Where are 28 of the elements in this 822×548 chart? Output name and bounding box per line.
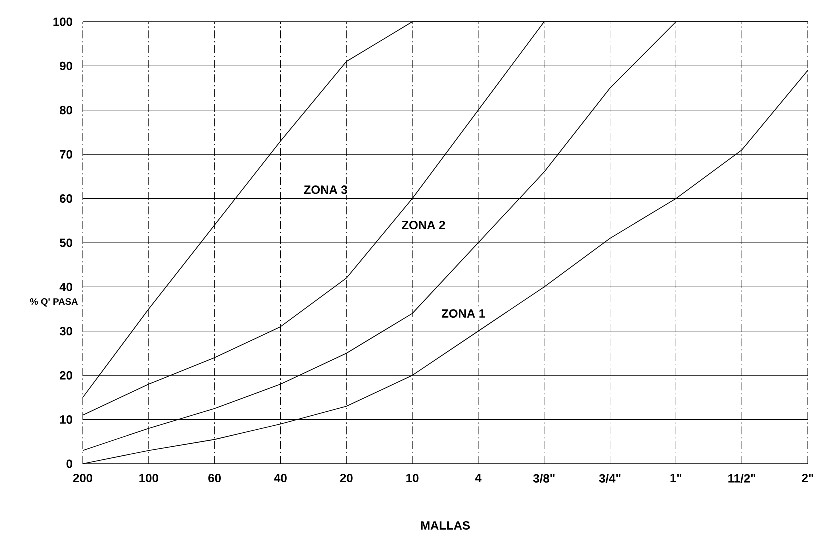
y-tick-label: 50 — [60, 238, 72, 248]
x-tick-label: 10 — [406, 474, 419, 483]
annotation: ZONA 1 — [442, 309, 486, 318]
y-tick-label: 40 — [60, 282, 72, 292]
x-axis-title: MALLAS — [421, 521, 470, 530]
annotation: ZONA 2 — [402, 221, 446, 230]
annotation: ZONA 3 — [304, 186, 348, 194]
x-tick-label: 1" — [670, 474, 682, 482]
x-tick-label: 4 — [475, 474, 482, 482]
y-tick-label: 30 — [60, 327, 72, 336]
y-axis-title: % Q' PASA — [30, 298, 78, 307]
x-tick-label: 3/8" — [533, 474, 555, 483]
x-tick-label: 100 — [140, 474, 158, 483]
y-tick-label: 10 — [60, 416, 72, 424]
x-tick-label: 3/4" — [599, 474, 621, 483]
x-tick-label: 2" — [802, 474, 814, 482]
y-tick-label: 90 — [60, 62, 72, 70]
y-tick-label: 0 — [66, 460, 72, 468]
x-tick-label: 11/2" — [728, 474, 756, 483]
x-tick-label: 200 — [73, 474, 93, 483]
y-tick-label: 100 — [54, 18, 72, 26]
x-tick-label: 40 — [274, 474, 287, 483]
y-tick-label: 60 — [60, 194, 72, 204]
y-tick-label: 70 — [60, 150, 72, 159]
x-tick-label: 20 — [340, 474, 353, 483]
x-tick-label: 60 — [208, 474, 222, 483]
y-tick-label: 80 — [60, 106, 72, 115]
y-tick-label: 20 — [60, 371, 72, 380]
